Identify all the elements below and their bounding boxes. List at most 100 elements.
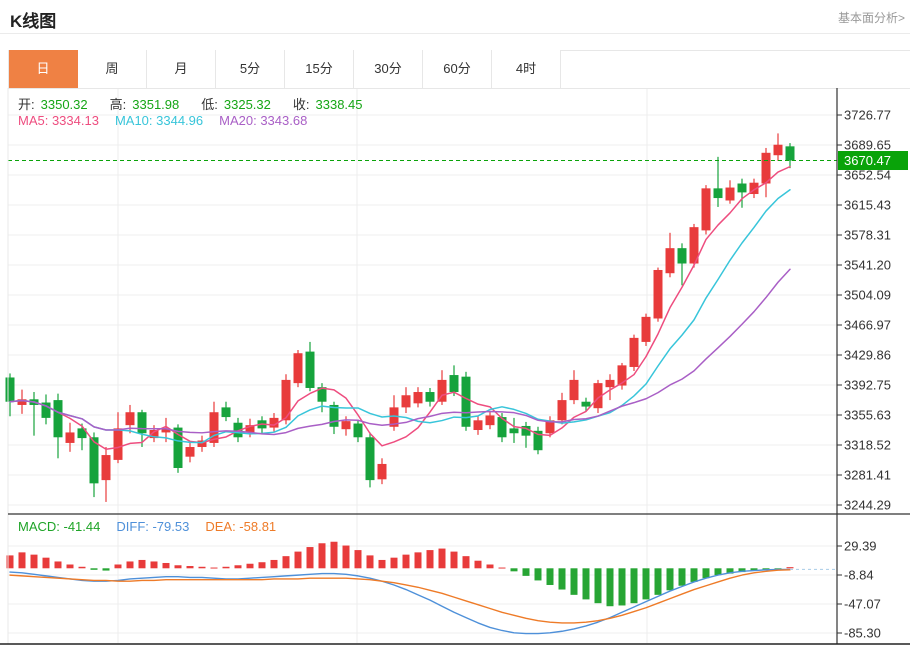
- candle[interactable]: [389, 395, 399, 431]
- macd-bar[interactable]: [402, 554, 410, 569]
- candle[interactable]: [65, 422, 75, 452]
- macd-bar[interactable]: [102, 568, 110, 571]
- macd-bar[interactable]: [258, 562, 266, 569]
- tab-period-0[interactable]: 日: [9, 50, 78, 88]
- macd-bar[interactable]: [618, 568, 626, 606]
- candle[interactable]: [89, 432, 99, 498]
- tab-period-7[interactable]: 4时: [492, 50, 561, 88]
- macd-bar[interactable]: [738, 568, 746, 573]
- candle[interactable]: [149, 425, 159, 443]
- candle[interactable]: [701, 185, 711, 235]
- candle[interactable]: [617, 362, 627, 390]
- candle[interactable]: [473, 416, 483, 435]
- macd-bar[interactable]: [750, 568, 758, 571]
- macd-bar[interactable]: [162, 562, 170, 569]
- macd-bar[interactable]: [246, 563, 254, 569]
- macd-bar[interactable]: [462, 556, 470, 569]
- macd-bar[interactable]: [510, 568, 518, 572]
- macd-bar[interactable]: [762, 568, 770, 570]
- candle[interactable]: [77, 423, 87, 451]
- macd-bar[interactable]: [90, 568, 98, 570]
- candle[interactable]: [533, 426, 543, 455]
- candle[interactable]: [629, 334, 639, 372]
- macd-bar[interactable]: [654, 568, 662, 595]
- macd-bar[interactable]: [354, 550, 362, 569]
- tab-period-1[interactable]: 周: [78, 50, 147, 88]
- macd-bar[interactable]: [306, 547, 314, 569]
- candle[interactable]: [605, 374, 615, 401]
- macd-bar[interactable]: [222, 566, 230, 569]
- candle[interactable]: [641, 313, 651, 346]
- candle[interactable]: [521, 421, 531, 448]
- macd-bar[interactable]: [594, 568, 602, 604]
- macd-bar[interactable]: [702, 568, 710, 579]
- macd-bar[interactable]: [426, 550, 434, 569]
- macd-bar[interactable]: [726, 568, 734, 574]
- candle[interactable]: [713, 156, 723, 207]
- candle[interactable]: [17, 389, 27, 414]
- macd-bar[interactable]: [558, 568, 566, 590]
- candle[interactable]: [377, 458, 387, 485]
- candle[interactable]: [101, 446, 111, 502]
- macd-bar[interactable]: [414, 552, 422, 569]
- macd-bar[interactable]: [198, 566, 206, 569]
- candle[interactable]: [437, 370, 447, 405]
- candle[interactable]: [749, 178, 759, 199]
- candle[interactable]: [305, 341, 315, 392]
- macd-bar[interactable]: [642, 568, 650, 600]
- candle[interactable]: [725, 180, 735, 204]
- candle[interactable]: [677, 243, 687, 286]
- candle[interactable]: [737, 178, 747, 208]
- tab-period-3[interactable]: 5分: [216, 50, 285, 88]
- macd-bar[interactable]: [18, 552, 26, 569]
- candle[interactable]: [413, 387, 423, 408]
- macd-bar[interactable]: [606, 568, 614, 607]
- macd-bar[interactable]: [78, 566, 86, 569]
- macd-bar[interactable]: [210, 567, 218, 569]
- candle[interactable]: [485, 411, 495, 430]
- macd-bar[interactable]: [186, 566, 194, 569]
- tab-period-5[interactable]: 30分: [354, 50, 423, 88]
- candle[interactable]: [449, 365, 459, 397]
- macd-bar[interactable]: [330, 541, 338, 569]
- macd-bar[interactable]: [150, 561, 158, 569]
- macd-bar[interactable]: [438, 548, 446, 569]
- macd-bar[interactable]: [42, 557, 50, 569]
- candle[interactable]: [773, 133, 783, 161]
- tab-period-2[interactable]: 月: [147, 50, 216, 88]
- macd-bar[interactable]: [66, 564, 74, 569]
- candle[interactable]: [581, 397, 591, 412]
- macd-bar[interactable]: [234, 565, 242, 569]
- macd-bar[interactable]: [318, 543, 326, 569]
- macd-bar[interactable]: [114, 564, 122, 569]
- macd-bar[interactable]: [54, 561, 62, 569]
- candle[interactable]: [689, 223, 699, 268]
- macd-bar[interactable]: [126, 561, 134, 569]
- tab-period-4[interactable]: 15分: [285, 50, 354, 88]
- macd-bar[interactable]: [582, 568, 590, 600]
- candle[interactable]: [401, 387, 411, 414]
- macd-bar[interactable]: [546, 568, 554, 585]
- macd-bar[interactable]: [30, 554, 38, 569]
- tab-period-6[interactable]: 60分: [423, 50, 492, 88]
- macd-bar[interactable]: [630, 568, 638, 604]
- candle[interactable]: [557, 392, 567, 425]
- fundamental-analysis-link[interactable]: 基本面分析>: [837, 11, 905, 25]
- candle[interactable]: [281, 374, 291, 425]
- candle[interactable]: [569, 370, 579, 405]
- macd-bar[interactable]: [678, 568, 686, 586]
- macd-bar[interactable]: [522, 568, 530, 576]
- macd-bar[interactable]: [666, 568, 674, 591]
- macd-bar[interactable]: [786, 567, 794, 569]
- macd-bar[interactable]: [294, 551, 302, 569]
- candle[interactable]: [41, 394, 51, 425]
- candle[interactable]: [593, 379, 603, 414]
- candle[interactable]: [545, 416, 555, 438]
- macd-bar[interactable]: [534, 568, 542, 581]
- candle[interactable]: [29, 392, 39, 436]
- candle[interactable]: [353, 419, 363, 443]
- macd-bar[interactable]: [282, 556, 290, 569]
- candle[interactable]: [365, 432, 375, 488]
- candle[interactable]: [233, 417, 243, 443]
